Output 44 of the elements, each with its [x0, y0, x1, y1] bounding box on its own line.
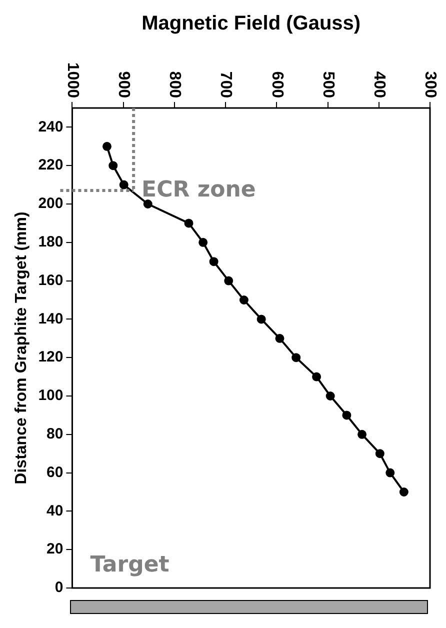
y-tick-label: 120 [38, 348, 64, 366]
y-tick-label: 160 [38, 272, 64, 289]
point [386, 468, 395, 478]
point [399, 488, 408, 496]
point [292, 353, 301, 362]
x-tick-label: 1000 [64, 62, 81, 98]
x-tick-label: 300 [422, 71, 439, 98]
x-tick-label: 400 [370, 71, 388, 98]
y-tick-label: 240 [38, 118, 64, 136]
y-axis-title: Distance from Graphite Target (mm) [13, 212, 30, 484]
x-tick-label: 700 [217, 71, 234, 98]
point [239, 296, 248, 304]
point [358, 430, 367, 439]
y-tick-label: 20 [46, 540, 64, 558]
y-tick-label: 100 [38, 387, 64, 404]
point [184, 218, 194, 228]
x-axis-title: Magnetic Field (Gauss) [142, 12, 361, 35]
y-tick-label: 200 [38, 195, 64, 212]
point [326, 392, 335, 400]
y-tick-label: 80 [46, 426, 64, 443]
point [275, 334, 284, 343]
y-tick-label: 180 [38, 234, 64, 251]
point [342, 410, 352, 420]
point [108, 161, 118, 170]
annotation: Target [90, 552, 170, 578]
point [375, 449, 384, 458]
point [209, 257, 218, 266]
point [119, 180, 128, 190]
y-tick-label: 140 [38, 310, 64, 328]
y-tick-label: 220 [38, 156, 64, 174]
point [256, 314, 266, 324]
point [102, 142, 112, 151]
x-tick-label: 900 [114, 71, 132, 98]
annotation: ECR zone [142, 177, 256, 202]
x-tick-label: 500 [319, 71, 336, 98]
y-tick-label: 0 [54, 579, 64, 596]
point [224, 276, 234, 286]
point [198, 238, 208, 247]
y-tick-label: 40 [46, 502, 64, 520]
y-tick-label: 60 [46, 464, 64, 481]
x-tick-label: 600 [268, 71, 286, 98]
point [312, 372, 322, 382]
point [143, 200, 152, 208]
x-tick-label: 800 [166, 71, 184, 98]
